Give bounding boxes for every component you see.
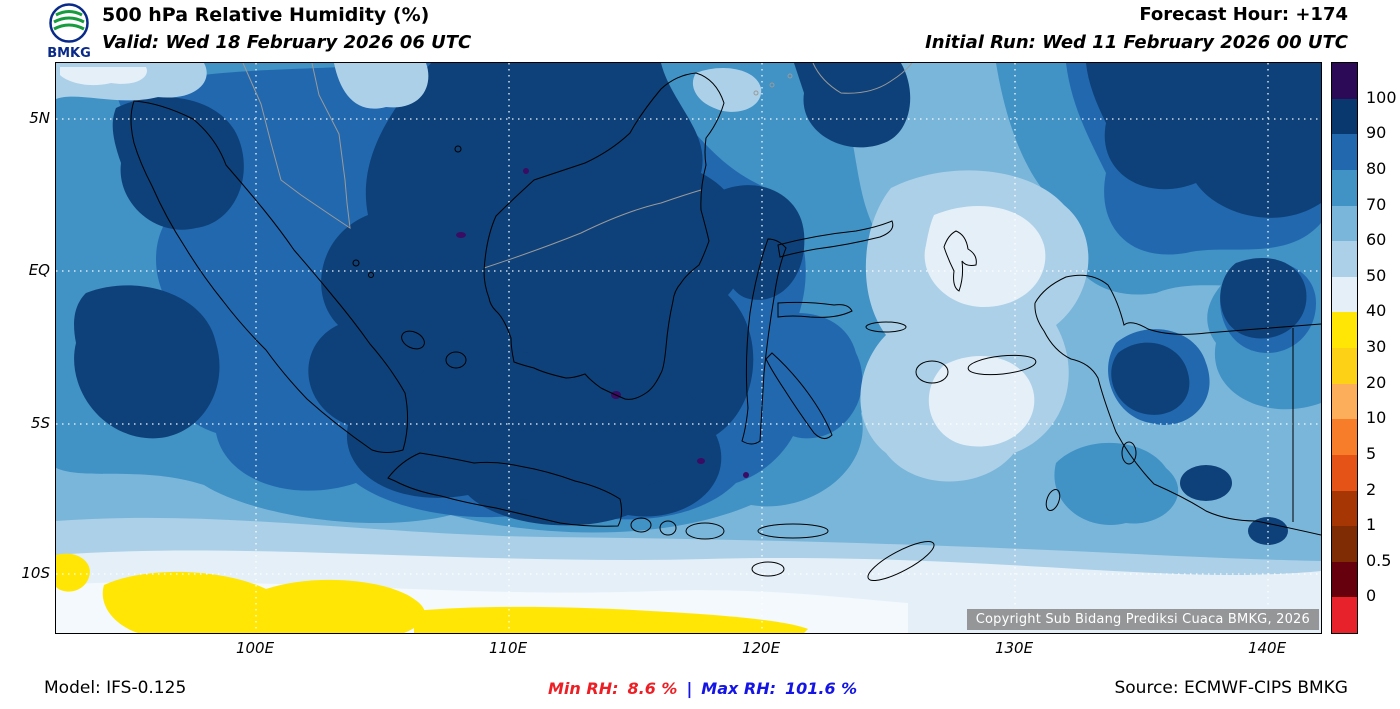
logo-wave-icon: [53, 16, 85, 24]
colorbar-segment: [1332, 348, 1357, 384]
coastlines: [130, 72, 1321, 581]
colorbar-tick-label: 1: [1366, 515, 1377, 535]
colorbar-segment: [1332, 134, 1357, 170]
lon-label-120e: 120E: [741, 639, 781, 657]
colorbar-tick-label: 80: [1366, 158, 1387, 178]
max-rh-label: Max RH:: [701, 679, 776, 698]
colorbar: [1331, 62, 1358, 634]
model-label: Model: IFS-0.125: [44, 678, 187, 698]
lon-label-140e: 140E: [1247, 639, 1287, 657]
colorbar-tick-label: 50: [1366, 265, 1387, 285]
colorbar-tick-label: 0.5: [1366, 550, 1392, 570]
colorbar-tick-label: 100: [1366, 87, 1397, 107]
colorbar-tick-label: 10: [1366, 408, 1387, 428]
logo-text: BMKG: [47, 46, 91, 61]
lon-label-100e: 100E: [235, 639, 275, 657]
colorbar-segment: [1332, 597, 1357, 633]
lat-label-5s: 5S: [30, 414, 50, 432]
colorbar-segment: [1332, 561, 1357, 598]
foreign-coastlines: [242, 63, 913, 269]
lon-label-130e: 130E: [994, 639, 1034, 657]
colorbar-segment: [1332, 312, 1357, 348]
initial-run: Initial Run: Wed 11 February 2026 00 UTC: [925, 32, 1348, 53]
colorbar-tick-label: 20: [1366, 372, 1387, 392]
colorbar-segment: [1332, 276, 1357, 313]
logo-wave-icon: [53, 23, 85, 31]
colorbar-tick-label: 30: [1366, 337, 1387, 356]
colorbar-tick-label: 40: [1366, 301, 1387, 321]
colorbar-tick-label: 0: [1366, 586, 1377, 606]
humidity-map-svg: [56, 63, 1321, 633]
copyright-overlay: Copyright Sub Bidang Prediksi Cuaca BMKG…: [966, 609, 1319, 630]
source-label: Source: ECMWF-CIPS BMKG: [1114, 678, 1348, 698]
colorbar-segment: [1332, 169, 1357, 206]
colorbar-segment: [1332, 241, 1357, 277]
forecast-hour: Forecast Hour: +174: [1139, 4, 1348, 25]
colorbar-segment: [1332, 63, 1357, 99]
colorbar-segment: [1332, 98, 1357, 135]
max-rh-value: 101.6 %: [785, 679, 858, 698]
logo-wave-icon: [55, 10, 83, 17]
min-rh-label: Min RH:: [548, 679, 619, 698]
min-rh-value: 8.6 %: [627, 679, 678, 698]
colorbar-segment: [1332, 205, 1357, 242]
colorbar-tick-label: 60: [1366, 230, 1387, 250]
lat-label-10s: 10S: [21, 564, 50, 582]
lon-label-110e: 110E: [488, 639, 528, 657]
colorbar-ticks: 100 90 80 70 60 50 40 30 20 10 5 2 1 0.5 0: [1366, 62, 1400, 632]
min-max-rh: Min RH: 8.6 % | Max RH: 101.6 %: [548, 679, 857, 698]
min-max-separator: |: [686, 679, 693, 698]
lat-label-5n: 5N: [29, 109, 50, 127]
colorbar-tick-label: 90: [1366, 123, 1387, 143]
colorbar-tick-label: 5: [1366, 443, 1377, 463]
colorbar-tick-label: 70: [1366, 194, 1387, 214]
colorbar-segment: [1332, 526, 1357, 562]
lat-label-eq: EQ: [28, 261, 50, 279]
colorbar-segment: [1332, 490, 1357, 527]
humidity-map: Copyright Sub Bidang Prediksi Cuaca BMKG…: [55, 62, 1322, 634]
colorbar-tick-label: 2: [1366, 479, 1377, 499]
valid-time: Valid: Wed 18 February 2026 06 UTC: [102, 32, 472, 53]
bmkg-logo: BMKG: [47, 3, 91, 61]
gridlines: [56, 63, 1321, 633]
colorbar-segment: [1332, 454, 1357, 491]
colorbar-segment: [1332, 383, 1357, 420]
colorbar-segment: [1332, 419, 1357, 455]
page-title: 500 hPa Relative Humidity (%): [102, 4, 430, 26]
